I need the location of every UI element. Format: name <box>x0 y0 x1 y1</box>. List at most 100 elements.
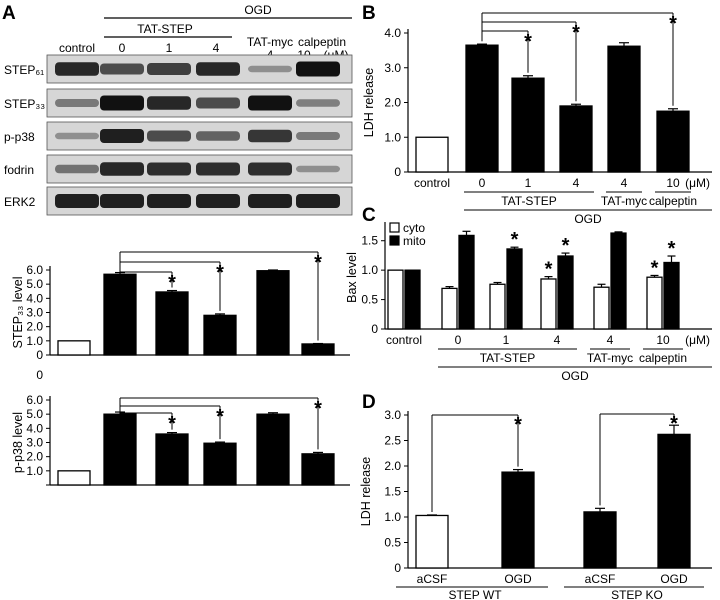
y-tick-label: 1.0 <box>384 510 401 524</box>
blot-band <box>248 162 292 176</box>
significance-star: * <box>216 406 224 428</box>
blot-band <box>248 129 292 143</box>
y-axis-label: Bax level <box>345 252 359 303</box>
bar <box>103 273 137 356</box>
y-tick-label: 2.0 <box>384 96 401 110</box>
outer-group-label: OGD <box>561 369 589 383</box>
panel-a-pp38-chart: 1.02.03.04.05.06.0p-p38 level 0 * * * <box>11 368 350 486</box>
blot-control-label: control <box>59 41 95 55</box>
significance-star: * <box>314 398 322 420</box>
blot-band <box>196 97 240 109</box>
y-tick-label: 2.5 <box>384 434 401 448</box>
y-tick-label: 0 <box>371 322 378 336</box>
significance-star: * <box>572 22 580 44</box>
bar <box>57 470 91 486</box>
y-tick-label: 5.0 <box>26 407 43 421</box>
y-axis-label: LDH release <box>362 68 376 138</box>
blot-row-label: STEP₆₁ <box>4 63 44 77</box>
bar <box>506 248 523 330</box>
significance-star: * <box>668 238 676 260</box>
blot-band <box>248 95 292 111</box>
y-tick-label: 1.5 <box>384 485 401 499</box>
y-tick-label: 1.0 <box>361 263 378 277</box>
bar <box>256 413 290 486</box>
blot-band <box>55 164 99 174</box>
bar <box>501 471 535 569</box>
legend-swatch <box>389 235 400 246</box>
y-tick-label: 4.0 <box>26 291 43 305</box>
significance-star: * <box>314 252 322 274</box>
blot-band <box>296 194 340 208</box>
bar <box>256 270 290 356</box>
significance-star: * <box>562 235 570 257</box>
blot-band <box>196 62 240 76</box>
blot-band <box>296 165 340 173</box>
bar <box>301 343 335 356</box>
x-tick-label: 4 <box>573 176 580 190</box>
x-tick-label: control <box>414 176 450 190</box>
x-tick-label: OGD <box>660 572 688 586</box>
y-tick-label: 0.5 <box>384 536 401 550</box>
blot-band <box>147 162 191 176</box>
panel-b-chart: 0 1.0 2.0 3.0 4.0 LDH release B * * * control 0 1 4 4 1… <box>362 3 712 226</box>
bar <box>583 511 617 569</box>
panel-c-letter: C <box>362 205 376 226</box>
bar <box>155 291 189 356</box>
bar <box>387 269 404 330</box>
x-tick-label: 0 <box>479 176 486 190</box>
x-tick-label: 10 <box>666 176 680 190</box>
y-tick-label: 3.0 <box>384 408 401 422</box>
bar <box>607 45 641 173</box>
x-tick-label: 1 <box>503 333 510 347</box>
x-tick-label: 4 <box>607 333 614 347</box>
bar <box>203 314 237 356</box>
blot-band <box>147 96 191 110</box>
blot-tat-step-label: TAT-STEP <box>137 22 193 36</box>
bar <box>458 234 475 330</box>
x-tick-label: aCSF <box>417 572 448 586</box>
panel-b-letter: B <box>362 3 376 24</box>
blot-band <box>147 63 191 75</box>
y-axis-label: LDH release <box>359 457 373 527</box>
bar <box>415 136 449 173</box>
y-tick-label: 2.0 <box>384 459 401 473</box>
y-axis-label: STEP₃₃ level <box>11 276 25 348</box>
blot-band <box>55 132 99 140</box>
bar <box>663 261 680 330</box>
y-tick-label: 6.0 <box>26 393 43 407</box>
blot-band <box>55 194 99 208</box>
significance-star: * <box>168 413 176 435</box>
blot-ogd-label: OGD <box>244 3 272 17</box>
bar <box>557 255 574 330</box>
bar <box>540 278 557 330</box>
bar <box>57 340 91 356</box>
y-tick-label: 2.0 <box>26 450 43 464</box>
bar <box>465 44 499 173</box>
y-tick-label: 0 <box>394 165 401 179</box>
y-tick-label: 2.0 <box>26 320 43 334</box>
panel-d-chart: 0 0.5 1.0 1.5 2.0 2.5 3.0 LDH release D * * aCSF OGD… <box>359 392 712 600</box>
bar <box>489 283 506 330</box>
x-tick-label: 1 <box>525 176 532 190</box>
x-tick-label: control <box>386 333 422 347</box>
panel-d-letter: D <box>362 392 376 413</box>
blot-band <box>147 130 191 142</box>
y-tick-label: 3.0 <box>26 436 43 450</box>
panel-a-blot: A OGD TAT-STEP TAT-myc calpeptin control… <box>2 3 353 216</box>
blot-band <box>100 129 144 143</box>
group-label: STEP WT <box>448 588 502 600</box>
group-label: calpeptin <box>649 194 697 208</box>
blot-band <box>100 63 144 75</box>
blot-band <box>196 194 240 208</box>
bar <box>646 276 663 330</box>
significance-star: * <box>511 229 519 251</box>
y-tick-label: 0.5 <box>361 293 378 307</box>
significance-star: * <box>168 272 176 294</box>
legend-label: cyto <box>403 221 425 235</box>
blot-band <box>248 65 292 73</box>
x-tick-label: OGD <box>504 572 532 586</box>
y-tick-label: 1.0 <box>384 130 401 144</box>
blot-band <box>100 194 144 208</box>
bar <box>656 110 690 173</box>
